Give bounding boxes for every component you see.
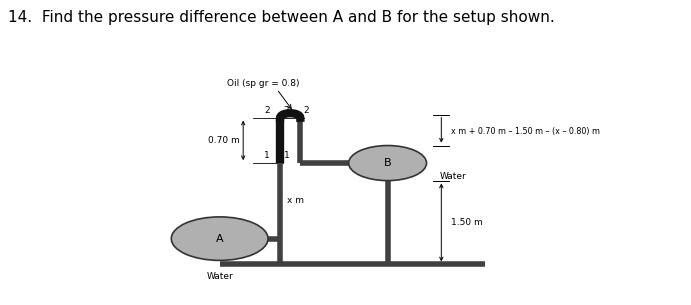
Text: 2: 2 (303, 106, 310, 115)
Text: 2: 2 (265, 106, 270, 115)
Circle shape (349, 145, 426, 181)
Text: 1.50 m: 1.50 m (451, 218, 483, 227)
Text: A: A (216, 234, 223, 244)
Text: 2: 2 (283, 106, 289, 115)
Text: Water: Water (207, 272, 233, 282)
Text: Oil (sp gr = 0.8): Oil (sp gr = 0.8) (227, 78, 300, 88)
Text: 1: 1 (264, 151, 270, 160)
Text: 1: 1 (283, 151, 290, 160)
Text: Water: Water (440, 172, 466, 181)
Text: 14.  Find the pressure difference between A and B for the setup shown.: 14. Find the pressure difference between… (8, 10, 555, 25)
Text: x m + 0.70 m – 1.50 m – (x – 0.80) m: x m + 0.70 m – 1.50 m – (x – 0.80) m (451, 127, 600, 136)
Text: 0.70 m: 0.70 m (208, 136, 240, 145)
Text: B: B (384, 158, 391, 168)
Text: x m: x m (287, 196, 304, 205)
Circle shape (171, 217, 268, 260)
